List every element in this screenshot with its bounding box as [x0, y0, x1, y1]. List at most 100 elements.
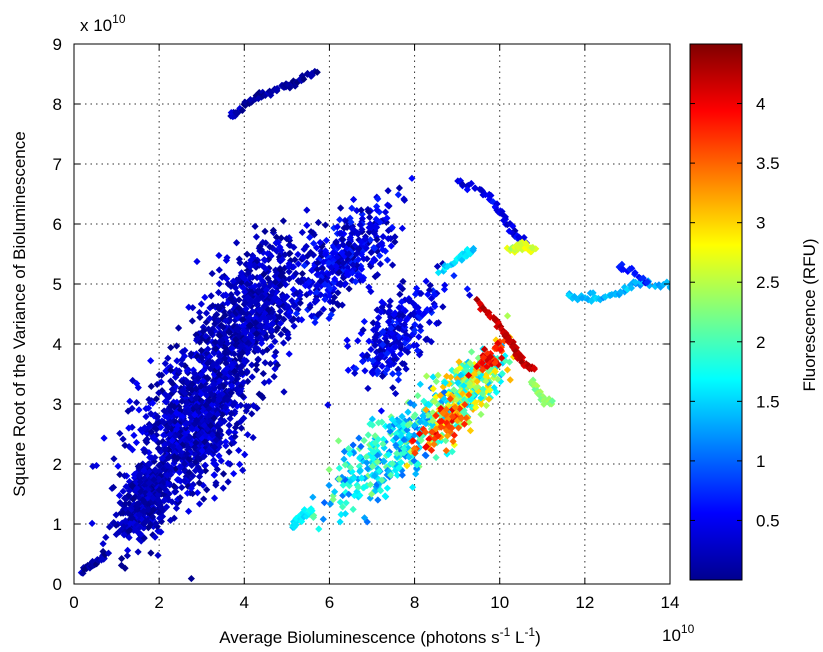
- data-point: [391, 238, 399, 246]
- data-point: [351, 278, 360, 286]
- data-point: [268, 326, 276, 334]
- data-point: [354, 229, 362, 237]
- data-point: [124, 546, 132, 554]
- data-point: [256, 273, 264, 282]
- data-point: [351, 369, 359, 377]
- data-point: [163, 471, 171, 479]
- data-point: [179, 378, 187, 386]
- data-point: [285, 350, 293, 358]
- data-point: [269, 226, 277, 234]
- data-point: [478, 366, 487, 374]
- data-point: [548, 400, 556, 408]
- data-point: [505, 358, 514, 366]
- data-point: [142, 489, 150, 498]
- data-point: [355, 462, 363, 470]
- data-point: [258, 293, 266, 301]
- data-point: [424, 290, 432, 299]
- data-point: [223, 339, 231, 348]
- data-point: [260, 379, 268, 387]
- data-point: [423, 306, 431, 314]
- data-point: [298, 72, 306, 80]
- data-point: [465, 391, 473, 399]
- data-point: [382, 463, 391, 471]
- data-point: [451, 403, 459, 412]
- data-point: [373, 320, 381, 328]
- data-point: [288, 297, 296, 305]
- data-point: [292, 309, 301, 318]
- data-point: [325, 481, 333, 489]
- data-point: [307, 248, 315, 257]
- data-point: [399, 419, 407, 427]
- data-point: [329, 495, 337, 504]
- y-tick-label: 8: [53, 95, 62, 114]
- data-point: [446, 395, 454, 403]
- data-point: [177, 463, 185, 471]
- data-point: [458, 180, 466, 188]
- data-point: [528, 244, 536, 252]
- data-point: [89, 462, 97, 470]
- data-point: [419, 412, 427, 420]
- data-point: [239, 379, 247, 387]
- data-point: [260, 314, 268, 322]
- data-point: [182, 473, 190, 481]
- data-point: [645, 282, 653, 290]
- data-point: [157, 423, 165, 432]
- data-point: [345, 240, 353, 248]
- data-point: [338, 301, 346, 309]
- data-point: [527, 378, 535, 386]
- data-point: [224, 280, 232, 288]
- data-point: [197, 450, 206, 458]
- data-point: [215, 332, 224, 340]
- data-point: [458, 250, 466, 258]
- data-point: [387, 471, 395, 479]
- data-point: [248, 410, 256, 418]
- data-point: [321, 280, 329, 288]
- data-point: [116, 429, 124, 438]
- data-point: [147, 549, 155, 557]
- data-point: [378, 418, 386, 426]
- data-point: [494, 361, 502, 369]
- data-point: [478, 186, 486, 194]
- data-point: [465, 371, 473, 380]
- data-point: [443, 372, 451, 380]
- data-point: [230, 470, 238, 478]
- data-point: [206, 314, 214, 323]
- data-point: [477, 410, 485, 418]
- data-point: [168, 385, 176, 394]
- data-point: [396, 350, 405, 358]
- data-point: [373, 236, 381, 244]
- data-point: [453, 374, 462, 383]
- data-point: [329, 249, 337, 257]
- x-tick-label: 10: [490, 593, 509, 612]
- data-point: [400, 436, 408, 444]
- data-point: [376, 260, 384, 268]
- data-point: [411, 421, 419, 430]
- data-point: [178, 356, 186, 364]
- data-point: [268, 332, 276, 340]
- data-point: [345, 246, 353, 254]
- data-point: [209, 380, 217, 388]
- data-point: [398, 471, 406, 479]
- data-point: [303, 206, 311, 214]
- data-point: [498, 370, 506, 378]
- data-point: [193, 417, 201, 425]
- data-point: [271, 337, 279, 346]
- data-point: [173, 409, 181, 417]
- data-point: [318, 250, 326, 258]
- data-point: [417, 326, 425, 335]
- data-point: [393, 471, 402, 479]
- data-point: [172, 504, 181, 512]
- data-point: [384, 362, 393, 370]
- data-point: [517, 353, 525, 361]
- data-point: [368, 222, 376, 230]
- data-point: [385, 307, 394, 315]
- data-point: [294, 260, 302, 268]
- data-point: [285, 312, 293, 320]
- data-point: [121, 441, 129, 450]
- data-point: [247, 333, 255, 341]
- data-point: [309, 493, 317, 501]
- data-point: [396, 316, 404, 324]
- data-point: [363, 352, 371, 360]
- data-point: [149, 513, 157, 521]
- data-point: [121, 521, 129, 529]
